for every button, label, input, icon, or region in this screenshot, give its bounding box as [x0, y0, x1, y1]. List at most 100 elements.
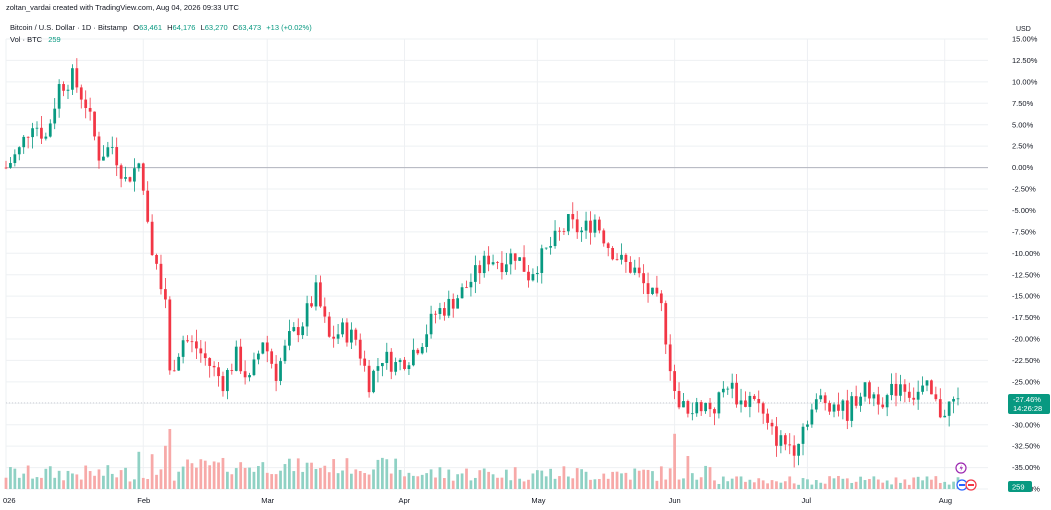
- x-tick-label: Apr: [399, 496, 411, 505]
- candle: [531, 268, 535, 282]
- volume-bar: [168, 429, 172, 489]
- price-axis[interactable]: USD 15.00% 12.50% 10.00% 7.50% 5.00% 2.50% 0.0…: [1012, 26, 1040, 494]
- candle-body: [726, 388, 730, 390]
- lightning-event-icon[interactable]: [955, 462, 967, 474]
- grid: [5, 38, 988, 490]
- candle: [172, 359, 176, 372]
- candle-body: [921, 385, 924, 392]
- volume-bar: [234, 468, 238, 489]
- candle-body: [22, 136, 26, 148]
- candle-body: [279, 361, 282, 381]
- volume-bar: [332, 459, 336, 489]
- earnings-event-icon[interactable]: [965, 479, 977, 491]
- candle-body: [730, 382, 734, 389]
- attribution: zoltan_vardai created with TradingView.c…: [6, 3, 240, 12]
- candle: [562, 228, 566, 236]
- candle: [380, 362, 384, 377]
- volume-bar: [934, 476, 938, 489]
- volume-bar: [146, 479, 150, 489]
- candle-body: [212, 365, 216, 368]
- candle: [797, 443, 800, 466]
- candle: [868, 380, 871, 405]
- candle: [832, 402, 836, 418]
- symbol-name[interactable]: Bitcoin / U.S. Dollar · 1D · Bitstamp: [10, 23, 127, 32]
- volume-bar: [155, 474, 158, 489]
- candle: [779, 430, 783, 454]
- candle-body: [717, 392, 721, 414]
- candle-body: [518, 257, 522, 261]
- volume-bar: [907, 484, 911, 489]
- candle-body: [221, 376, 225, 392]
- candle: [899, 374, 902, 402]
- candle: [411, 338, 415, 367]
- candle-body: [814, 399, 818, 410]
- candle: [106, 141, 110, 158]
- volume-bar: [252, 471, 256, 489]
- volume-bar: [482, 468, 486, 489]
- candle-body: [248, 375, 251, 378]
- candle: [677, 382, 681, 410]
- y-tick-label: -32.50%: [1012, 442, 1040, 451]
- volume-bar: [597, 479, 601, 489]
- legend-line: Bitcoin / U.S. Dollar · 1D · Bitstamp O6…: [10, 23, 312, 32]
- event-icons[interactable]: [955, 462, 977, 491]
- candle: [854, 385, 858, 409]
- candle: [615, 253, 619, 261]
- candle: [721, 381, 725, 398]
- candle: [456, 294, 460, 309]
- volume-bar: [239, 462, 243, 489]
- candle-body: [31, 128, 34, 138]
- volume-bar: [363, 473, 367, 489]
- candle: [912, 387, 916, 406]
- volume-bar: [181, 466, 185, 489]
- candle: [230, 363, 234, 375]
- y-tick-label: -22.50%: [1012, 356, 1040, 365]
- candle-body: [925, 380, 929, 386]
- volume-bar: [407, 472, 411, 489]
- volume-bar: [655, 480, 659, 489]
- dividends-event-icon[interactable]: [956, 479, 968, 491]
- candle: [659, 290, 663, 312]
- candle-body: [336, 334, 340, 339]
- volume-bar: [469, 480, 473, 489]
- candle: [376, 358, 380, 383]
- volume-bar: [429, 469, 433, 489]
- candle-body: [469, 281, 473, 288]
- candle: [589, 211, 592, 245]
- candles[interactable]: [4, 58, 960, 468]
- candle: [177, 353, 181, 371]
- candle: [527, 265, 530, 288]
- volume-bar: [952, 481, 955, 489]
- candle-body: [195, 341, 198, 349]
- candle-body: [956, 398, 960, 400]
- candle-body: [575, 219, 579, 233]
- volume-label[interactable]: Vol · BTC: [10, 35, 43, 44]
- candle: [40, 115, 43, 144]
- volume-badge: 259: [1008, 481, 1032, 492]
- candle-body: [199, 348, 203, 354]
- candle-body: [651, 287, 654, 294]
- volume-bar: [620, 473, 623, 489]
- candle: [283, 339, 287, 364]
- candle-body: [735, 382, 738, 405]
- candle: [845, 389, 849, 430]
- time-axis[interactable]: 026 Feb Mar Apr May Jun Jul Aug: [3, 496, 952, 505]
- candle-body: [854, 396, 858, 406]
- candle: [442, 302, 446, 321]
- candle-body: [637, 267, 641, 274]
- candle-body: [952, 398, 955, 402]
- volume-bar: [411, 475, 415, 489]
- candle-body: [872, 394, 876, 399]
- candle: [752, 394, 756, 401]
- candle: [137, 162, 141, 172]
- volume-bar: [447, 469, 451, 489]
- volume-bar: [686, 456, 690, 489]
- candle: [66, 84, 70, 99]
- volume-bar: [633, 468, 637, 489]
- volume-bar: [540, 470, 544, 489]
- candle-body: [690, 413, 694, 415]
- candle: [699, 399, 703, 416]
- candle-body: [487, 255, 491, 265]
- candle-body: [504, 264, 508, 273]
